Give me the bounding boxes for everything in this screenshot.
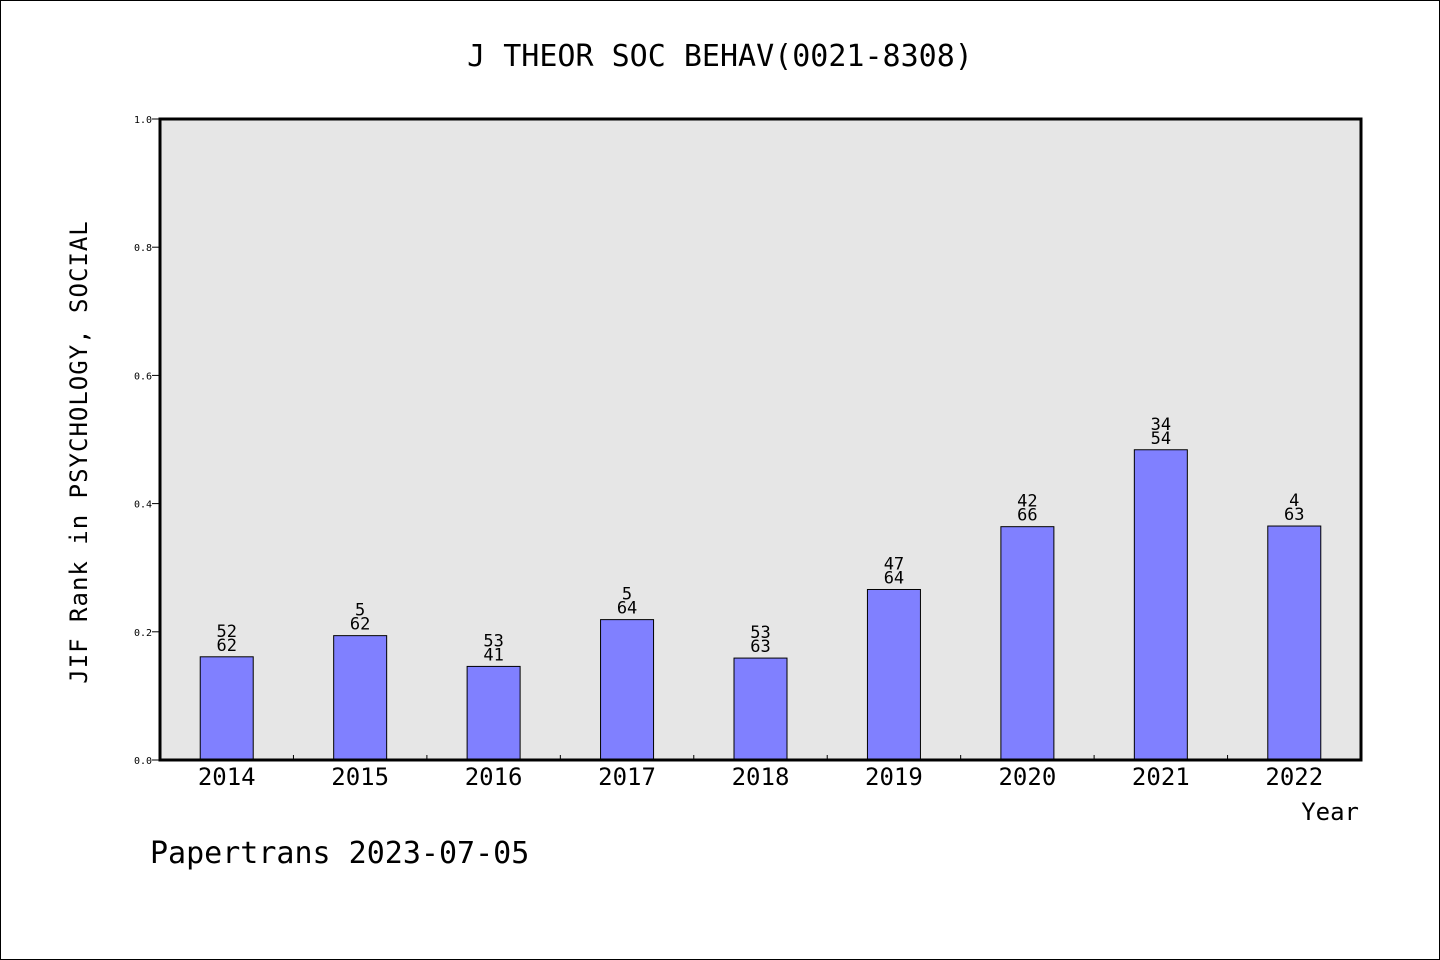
bar-2022 <box>1267 525 1322 761</box>
y-tick-label: 0.0 <box>134 756 152 767</box>
bar-label-numerator: 53 <box>750 623 770 643</box>
bar-label-numerator: 4 <box>1289 491 1299 511</box>
x-tick-label: 2017 <box>598 763 656 791</box>
y-axis-label: JIF Rank in PSYCHOLOGY, SOCIAL <box>65 220 93 683</box>
bar-label-numerator: 47 <box>884 554 904 574</box>
footer-text: Papertrans 2023-07-05 <box>150 836 529 871</box>
bars-group <box>160 449 1361 762</box>
bar-label-denominator: 63 <box>750 637 770 657</box>
bar-2019 <box>866 588 921 761</box>
x-tick-label: 2022 <box>1265 763 1323 791</box>
bar-label-numerator: 52 <box>216 622 236 642</box>
bar-label-denominator: 62 <box>216 636 236 656</box>
x-axis-label: Year <box>1301 798 1359 826</box>
bar-label-denominator: 63 <box>1284 505 1304 525</box>
bar-label-numerator: 5 <box>622 585 632 605</box>
x-tick-label: 2014 <box>198 763 256 791</box>
bar-2020 <box>1000 526 1055 761</box>
x-tick-label: 2016 <box>465 763 523 791</box>
bar-2014 <box>199 656 254 761</box>
y-tick-label: 0.2 <box>134 628 152 639</box>
x-tick-label: 2018 <box>732 763 790 791</box>
y-tick-label: 0.4 <box>134 500 152 511</box>
x-tick-label: 2021 <box>1132 763 1190 791</box>
bar-label-numerator: 42 <box>1017 492 1037 512</box>
x-tick-label: 2015 <box>331 763 389 791</box>
bar-2021 <box>1133 449 1188 761</box>
y-tick-label: 0.6 <box>134 371 152 382</box>
bar-label-numerator: 5 <box>355 601 365 621</box>
bar-label-denominator: 64 <box>617 599 637 619</box>
x-tick-label: 2019 <box>865 763 923 791</box>
bar-label-numerator: 53 <box>483 631 503 651</box>
y-tick-label: 0.8 <box>134 243 152 254</box>
bar-2018 <box>733 657 788 761</box>
bar-label-denominator: 62 <box>350 615 370 635</box>
bar-2016 <box>466 665 521 761</box>
y-axis-ticks: 0.0 0.2 0.4 0.6 0.8 1.0 <box>134 115 160 767</box>
bar-label-denominator: 64 <box>884 568 904 588</box>
y-tick-label: 1.0 <box>134 115 152 126</box>
bar-label-numerator: 34 <box>1151 415 1171 435</box>
x-tick-label: 2020 <box>998 763 1056 791</box>
x-axis-ticks: 2014 2015 2016 2017 2018 2019 2020 2021 2022 <box>198 755 1323 791</box>
chart-title: J THEOR SOC BEHAV(0021-8308) <box>467 39 973 74</box>
bar-label-denominator: 66 <box>1017 506 1037 526</box>
bar-label-denominator: 54 <box>1151 429 1171 449</box>
bar-2015 <box>333 635 388 761</box>
bar-label-denominator: 41 <box>483 645 503 665</box>
bar-2017 <box>600 619 655 761</box>
